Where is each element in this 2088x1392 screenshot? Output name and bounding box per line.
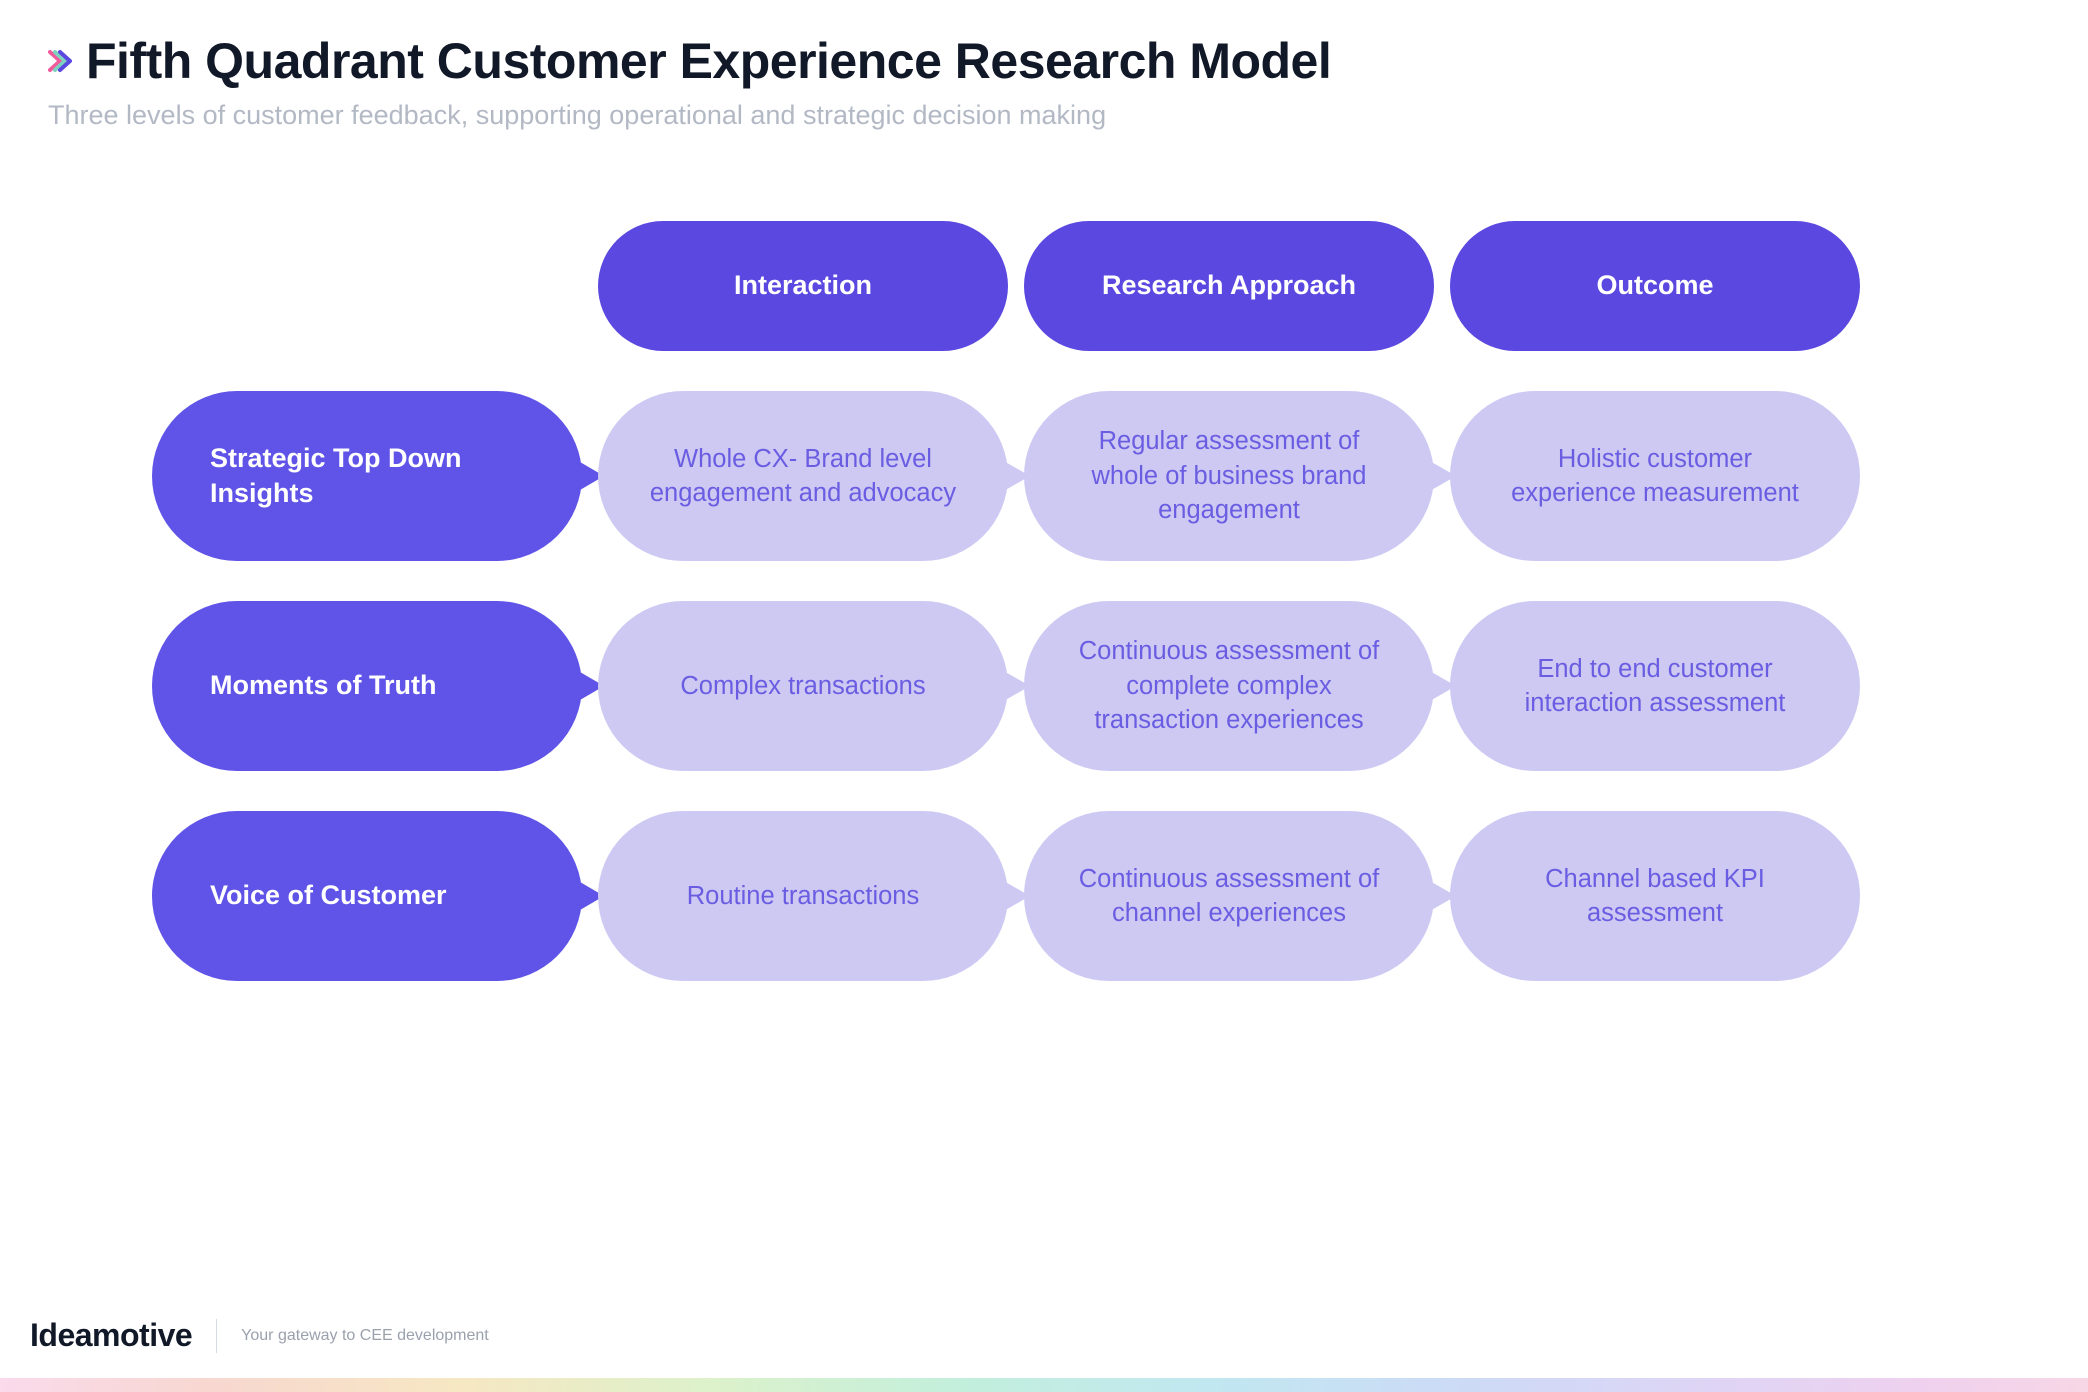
cell-r2-c2: Continuous assessment of complete comple… bbox=[1024, 601, 1434, 771]
cell-r2-c3: End to end customer interaction assessme… bbox=[1450, 601, 1860, 771]
row-header-label: Voice of Customer bbox=[210, 878, 447, 913]
page-subtitle: Three levels of customer feedback, suppo… bbox=[48, 100, 2040, 131]
chevron-logo-icon bbox=[48, 48, 74, 74]
page-title: Fifth Quadrant Customer Experience Resea… bbox=[86, 32, 1331, 90]
cell-r1-c3: Holistic customer experience measurement bbox=[1450, 391, 1860, 561]
column-header-outcome: Outcome bbox=[1450, 221, 1860, 351]
footer: Ideamotive Your gateway to CEE developme… bbox=[30, 1317, 489, 1354]
column-header-interaction: Interaction bbox=[598, 221, 1008, 351]
cell-r3-c3: Channel based KPI assessment bbox=[1450, 811, 1860, 981]
row-header-voice: Voice of Customer bbox=[152, 811, 582, 981]
footer-divider bbox=[216, 1319, 217, 1353]
footer-tagline: Your gateway to CEE development bbox=[241, 1327, 489, 1345]
cell-r2-c1: Complex transactions bbox=[598, 601, 1008, 771]
cell-r3-c1: Routine transactions bbox=[598, 811, 1008, 981]
corner-empty bbox=[152, 221, 582, 351]
row-header-moments: Moments of Truth bbox=[152, 601, 582, 771]
cell-r1-c2: Regular assessment of whole of business … bbox=[1024, 391, 1434, 561]
title-row: Fifth Quadrant Customer Experience Resea… bbox=[48, 32, 2040, 90]
page: Fifth Quadrant Customer Experience Resea… bbox=[0, 0, 2088, 1392]
cell-r3-c2: Continuous assessment of channel experie… bbox=[1024, 811, 1434, 981]
row-header-label: Strategic Top Down Insights bbox=[210, 441, 524, 511]
brand-logo-text: Ideamotive bbox=[30, 1317, 192, 1354]
matrix-grid: Interaction Research Approach Outcome St… bbox=[152, 221, 2040, 981]
column-header-research-approach: Research Approach bbox=[1024, 221, 1434, 351]
row-header-strategic: Strategic Top Down Insights bbox=[152, 391, 582, 561]
cell-r1-c1: Whole CX- Brand level engagement and adv… bbox=[598, 391, 1008, 561]
row-header-label: Moments of Truth bbox=[210, 668, 436, 703]
rainbow-strip bbox=[0, 1378, 2088, 1392]
